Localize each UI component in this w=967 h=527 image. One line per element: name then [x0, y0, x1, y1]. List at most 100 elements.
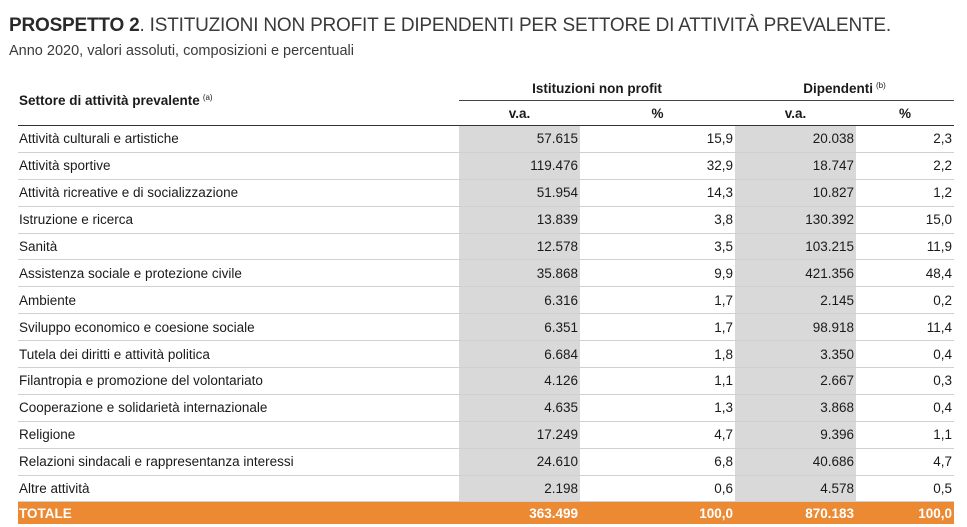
cell-ist-va: 4.635: [459, 394, 580, 422]
cell-ist-pct: 0,6: [580, 475, 736, 503]
cell-dip-va: 421.356: [735, 259, 857, 288]
cell-ist-pct: 1,8: [580, 340, 736, 369]
row-label: Attività ricreative e di socializzazione: [18, 179, 459, 207]
page-title: PROSPETTO 2. ISTITUZIONI NON PROFIT E DI…: [9, 15, 891, 37]
cell-dip-pct: 0,4: [856, 340, 955, 369]
cell-dip-va: 3.350: [735, 340, 857, 369]
cell-ist-pct: 4,7: [580, 421, 736, 449]
table-row: Assistenza sociale e protezione civile 35…: [18, 259, 955, 288]
table-row: Ambiente 6.316 1,7 2.145 0,2: [18, 286, 955, 315]
row-label: Attività culturali e artistiche: [18, 125, 459, 153]
page-subtitle: Anno 2020, valori assoluti, composizioni…: [9, 43, 354, 59]
cell-dip-pct: 2,2: [856, 152, 955, 180]
table-row: Cooperazione e solidarietà internazional…: [18, 394, 955, 422]
cell-dip-va: 98.918: [735, 313, 857, 342]
cell-dip-pct: 0,4: [856, 394, 955, 422]
total-label: TOTALE: [18, 501, 459, 525]
cell-dip-pct: 2,3: [856, 125, 955, 153]
cell-dip-pct: 0,3: [856, 367, 955, 395]
cell-ist-va: 35.868: [459, 259, 580, 288]
cell-dip-va: 4.578: [735, 475, 857, 503]
subheader-ist-pct: %: [580, 100, 736, 126]
total-ist-va: 363.499: [459, 501, 580, 525]
table-row: Tutela dei diritti e attività politica 6.…: [18, 340, 955, 369]
group-header-dipendenti-label: Dipendenti: [803, 80, 873, 96]
table-row: Istruzione e ricerca 13.839 3,8 130.392 15,0: [18, 206, 955, 234]
cell-ist-pct: 32,9: [580, 152, 736, 180]
row-label: Sanità: [18, 233, 459, 261]
total-dip-va: 870.183: [735, 501, 857, 525]
cell-ist-pct: 3,5: [580, 233, 736, 261]
row-label: Ambiente: [18, 286, 459, 315]
row-label: Relazioni sindacali e rappresentanza int…: [18, 448, 459, 476]
subheader-dip-va: v.a.: [735, 100, 857, 126]
row-label: Religione: [18, 421, 459, 449]
cell-dip-pct: 0,2: [856, 286, 955, 315]
row-label: Cooperazione e solidarietà internazional…: [18, 394, 459, 422]
row-label: Altre attività: [18, 475, 459, 503]
cell-ist-va: 6.351: [459, 313, 580, 342]
cell-ist-pct: 1,7: [580, 286, 736, 315]
cell-ist-pct: 6,8: [580, 448, 736, 476]
cell-dip-va: 2.145: [735, 286, 857, 315]
cell-ist-pct: 15,9: [580, 125, 736, 153]
cell-dip-va: 18.747: [735, 152, 857, 180]
cell-dip-pct: 48,4: [856, 259, 955, 288]
data-table: Settore di attività prevalente (a) Istitu…: [18, 76, 955, 525]
group-header-dipendenti-note: (b): [876, 80, 886, 90]
cell-dip-pct: 4,7: [856, 448, 955, 476]
table-body: Attività culturali e artistiche 57.615 15,…: [18, 125, 955, 525]
cell-dip-pct: 0,5: [856, 475, 955, 503]
cell-dip-va: 40.686: [735, 448, 857, 476]
table-row: Relazioni sindacali e rappresentanza int…: [18, 448, 955, 476]
group-header-istituzioni-label: Istituzioni non profit: [532, 80, 662, 96]
cell-dip-pct: 1,2: [856, 179, 955, 207]
table-row: Sviluppo economico e coesione sociale 6.3…: [18, 313, 955, 342]
cell-ist-va: 6.316: [459, 286, 580, 315]
row-label: Assistenza sociale e protezione civile: [18, 259, 459, 288]
table-row: Attività sportive 119.476 32,9 18.747 2,2: [18, 152, 955, 180]
cell-dip-pct: 11,9: [856, 233, 955, 261]
cell-ist-pct: 14,3: [580, 179, 736, 207]
cell-ist-va: 13.839: [459, 206, 580, 234]
cell-ist-va: 12.578: [459, 233, 580, 261]
title-text: . ISTITUZIONI NON PROFIT E DIPENDENTI PE…: [139, 15, 892, 36]
table-row: Sanità 12.578 3,5 103.215 11,9: [18, 233, 955, 261]
total-dip-pct: 100,0: [856, 501, 955, 525]
cell-ist-va: 6.684: [459, 340, 580, 369]
cell-dip-va: 130.392: [735, 206, 857, 234]
total-row: TOTALE 363.499 100,0 870.183 100,0: [18, 501, 955, 525]
cell-ist-va: 2.198: [459, 475, 580, 503]
row-label: Tutela dei diritti e attività politica: [18, 340, 459, 369]
cell-ist-pct: 1,7: [580, 313, 736, 342]
row-header: Settore di attività prevalente (a): [18, 76, 459, 126]
table-row: Altre attività 2.198 0,6 4.578 0,5: [18, 475, 955, 503]
cell-dip-va: 3.868: [735, 394, 857, 422]
row-label: Filantropia e promozione del volontariat…: [18, 367, 459, 395]
cell-ist-pct: 9,9: [580, 259, 736, 288]
subheader-ist-va: v.a.: [459, 100, 580, 126]
cell-ist-va: 57.615: [459, 125, 580, 153]
table-row: Attività ricreative e di socializzazione…: [18, 179, 955, 207]
row-header-label: Settore di attività prevalente: [19, 93, 200, 108]
group-header-istituzioni: Istituzioni non profit: [459, 76, 736, 101]
row-label: Istruzione e ricerca: [18, 206, 459, 234]
cell-ist-va: 17.249: [459, 421, 580, 449]
table-row: Attività culturali e artistiche 57.615 15,…: [18, 125, 955, 153]
cell-dip-va: 9.396: [735, 421, 857, 449]
row-label: Sviluppo economico e coesione sociale: [18, 313, 459, 342]
cell-dip-pct: 15,0: [856, 206, 955, 234]
cell-ist-va: 119.476: [459, 152, 580, 180]
cell-dip-pct: 1,1: [856, 421, 955, 449]
row-header-note: (a): [202, 93, 213, 102]
cell-dip-va: 10.827: [735, 179, 857, 207]
cell-ist-pct: 1,3: [580, 394, 736, 422]
subheader-dip-pct: %: [856, 100, 955, 126]
cell-ist-va: 51.954: [459, 179, 580, 207]
total-ist-pct: 100,0: [580, 501, 736, 525]
cell-ist-pct: 3,8: [580, 206, 736, 234]
cell-ist-pct: 1,1: [580, 367, 736, 395]
title-label: PROSPETTO 2: [9, 15, 140, 36]
cell-dip-pct: 11,4: [856, 313, 955, 342]
group-header-dipendenti: Dipendenti (b): [735, 76, 955, 101]
